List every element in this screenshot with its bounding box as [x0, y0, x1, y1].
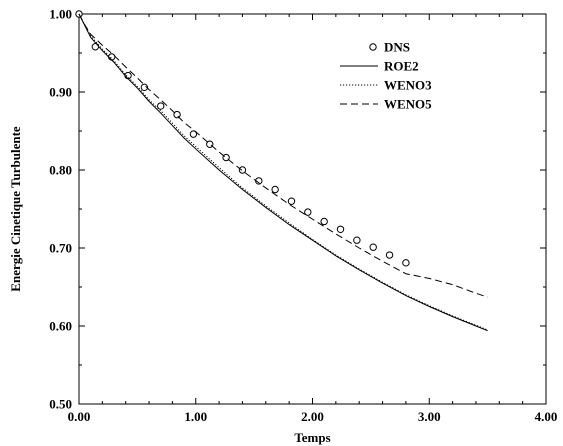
ticks-layer: 0.00 1.00 2.00 3.00 4.00 0.50 0.60 0.70 0.80 0.90… — [49, 7, 557, 425]
dns-point — [173, 110, 181, 119]
x-tick-label: 1.00 — [184, 409, 207, 424]
y-tick-label: 0.60 — [49, 319, 72, 334]
y-tick-label: 0.50 — [49, 397, 72, 412]
x-tick-label: 4.00 — [535, 409, 558, 424]
legend-marker-dns — [369, 43, 377, 51]
x-tick-label: 2.00 — [301, 409, 324, 424]
legend-label-dns: DNS — [384, 40, 410, 55]
dns-point — [189, 130, 198, 138]
x-axis-label: Temps — [294, 430, 330, 445]
roe2-line — [78, 13, 488, 332]
x-tick-label: 0.00 — [68, 409, 91, 424]
y-tick-label: 0.70 — [49, 241, 72, 256]
y-tick-label: 1.00 — [49, 7, 72, 22]
plot-frame — [78, 13, 547, 405]
dns-point — [304, 208, 312, 216]
dns-point — [107, 53, 116, 61]
dns-point — [385, 251, 394, 259]
dns-point — [320, 217, 328, 226]
weno3-line — [78, 13, 488, 331]
legend: DNS ROE2 WENO3 WENO5 — [340, 40, 432, 112]
dns-point — [353, 236, 361, 244]
y-axis-label: Energie Cinetique Turbulente — [8, 126, 23, 292]
y-tick-label: 0.90 — [49, 85, 72, 100]
dns-point — [369, 243, 377, 251]
dns-point — [271, 185, 279, 194]
dns-point — [140, 83, 149, 92]
legend-label-roe2: ROE2 — [384, 59, 419, 74]
dns-point — [336, 225, 345, 233]
weno5-line — [78, 13, 488, 298]
x-tick-label: 3.00 — [418, 409, 441, 424]
legend-label-weno3: WENO3 — [384, 78, 432, 93]
y-tick-label: 0.80 — [49, 163, 72, 178]
legend-label-weno5: WENO5 — [384, 97, 432, 112]
series-layer — [75, 10, 488, 332]
dns-point — [287, 197, 296, 205]
dns-point — [157, 102, 165, 110]
dns-point — [402, 259, 410, 267]
dns-point — [238, 166, 247, 174]
